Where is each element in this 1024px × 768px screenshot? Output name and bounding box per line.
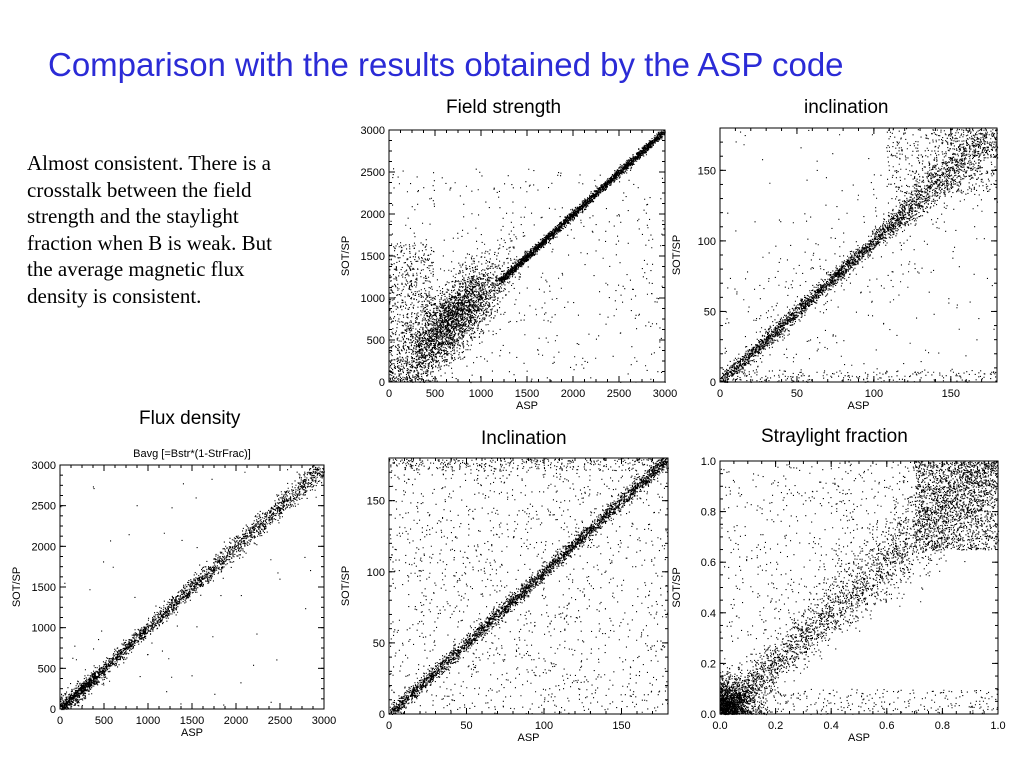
x-tick-label: 50 — [460, 720, 472, 732]
x-tick-label: 0 — [386, 720, 392, 732]
y-tick-label: 0.4 — [701, 608, 716, 620]
y-tick-label: 1000 — [361, 293, 385, 305]
x-tick-label: 50 — [791, 388, 803, 400]
y-axis-label: SOT/SP — [671, 235, 683, 275]
scatter-points — [720, 461, 1000, 716]
x-tick-label: 2000 — [224, 715, 248, 727]
x-tick-label: 1000 — [136, 715, 160, 727]
y-tick-label: 1.0 — [701, 456, 716, 468]
y-tick-label: 2500 — [32, 501, 56, 513]
y-axis-label: SOT/SP — [11, 567, 23, 607]
x-tick-label: 100 — [865, 388, 883, 400]
y-tick-label: 0.2 — [701, 658, 716, 670]
x-tick-label: 1500 — [180, 715, 204, 727]
y-tick-label: 0.0 — [701, 709, 716, 721]
x-tick-label: 0.8 — [935, 720, 950, 732]
y-tick-label: 500 — [367, 335, 385, 347]
y-tick-label: 100 — [367, 567, 385, 579]
scatter-points — [389, 458, 669, 715]
x-tick-label: 0.6 — [879, 720, 894, 732]
y-tick-label: 1500 — [361, 251, 385, 263]
y-tick-label: 500 — [38, 663, 56, 675]
plot-caption-inclination-bottom: Inclination — [481, 428, 567, 449]
body-text-line: the average magnetic flux — [27, 257, 245, 281]
x-tick-label: 0 — [57, 715, 63, 727]
y-axis-label: SOT/SP — [671, 567, 683, 607]
x-tick-label: 3000 — [653, 388, 677, 400]
plot-frame — [719, 127, 998, 383]
slide-title: Comparison with the results obtained by … — [48, 46, 844, 83]
body-text-line: Almost consistent. There is a — [27, 151, 271, 175]
x-axis-label: ASP — [516, 400, 538, 412]
x-tick-label: 2500 — [268, 715, 292, 727]
x-tick-label: 2500 — [607, 388, 631, 400]
slide-body-text: Almost consistent. There is a crosstalk … — [27, 150, 332, 309]
y-tick-label: 0.6 — [701, 557, 716, 569]
body-text-line: fraction when B is weak. But — [27, 230, 272, 255]
x-tick-label: 0.2 — [768, 720, 783, 732]
x-tick-label: 1000 — [469, 388, 493, 400]
x-tick-label: 0.0 — [712, 720, 727, 732]
scatter-plot-inclination-top: 0 50 100 150 0 50 100 150 ASP SOT/SP — [671, 127, 999, 412]
x-tick-label: 3000 — [312, 715, 336, 727]
body-text-line: strength and the staylight — [27, 204, 239, 228]
plot-caption-inclination-top: inclination — [804, 97, 889, 118]
x-tick-label: 150 — [942, 388, 960, 400]
y-tick-label: 150 — [367, 496, 385, 508]
x-tick-label: 2000 — [561, 388, 585, 400]
x-tick-label: 1500 — [515, 388, 539, 400]
y-tick-label: 2000 — [32, 541, 56, 553]
y-tick-label: 100 — [698, 236, 716, 248]
y-tick-label: 0 — [379, 377, 385, 389]
y-tick-label: 0 — [710, 377, 716, 389]
y-tick-label: 0.8 — [701, 507, 716, 519]
body-text-line: crosstalk between the field — [27, 177, 252, 202]
y-axis-label: SOT/SP — [340, 566, 352, 606]
plot-caption-flux-density: Flux density — [139, 408, 241, 429]
plot-caption-straylight-fraction: Straylight fraction — [761, 426, 908, 447]
scatter-plot-inclination-bottom: 0 50 100 150 0 50 100 150 ASP SOT/SP — [340, 457, 669, 744]
plot-title: Bavg [=Bstr*(1-StrFrac)] — [133, 448, 251, 460]
y-tick-label: 1000 — [32, 623, 56, 635]
y-tick-label: 2500 — [361, 167, 385, 179]
x-tick-label: 0.4 — [824, 720, 839, 732]
x-tick-label: 100 — [535, 720, 553, 732]
scatter-plot-field-strength: 0 500 1000 1500 2000 2500 3000 0 500 1000 1500 2000… — [340, 125, 677, 412]
x-tick-label: 1.0 — [990, 720, 1005, 732]
x-tick-label: 0 — [717, 388, 723, 400]
plot-caption-field-strength: Field strength — [446, 97, 562, 118]
y-tick-label: 0 — [379, 709, 385, 721]
y-axis-label: SOT/SP — [340, 236, 352, 276]
x-axis-label: ASP — [181, 727, 203, 739]
scatter-points — [720, 128, 999, 383]
y-tick-label: 1500 — [32, 582, 56, 594]
scatter-points — [389, 130, 666, 384]
scatter-plot-straylight-fraction: 0.0 0.2 0.4 0.6 0.8 1.0 0.0 0.2 0.4 0.6 0.8 1.0 ASP S… — [671, 456, 1006, 744]
y-tick-label: 2000 — [361, 209, 385, 221]
x-tick-label: 150 — [612, 720, 630, 732]
scatter-plot-flux-density: 0 500 1000 1500 2000 2500 3000 0 500 1000 1500 2000… — [11, 448, 336, 739]
x-tick-label: 500 — [426, 388, 444, 400]
y-tick-label: 3000 — [32, 460, 56, 472]
scatter-points — [60, 465, 325, 711]
y-tick-label: 50 — [704, 306, 716, 318]
y-tick-label: 0 — [50, 704, 56, 716]
x-axis-label: ASP — [517, 732, 539, 744]
y-tick-label: 50 — [373, 638, 385, 650]
y-tick-label: 3000 — [361, 125, 385, 137]
body-text-line: density is consistent. — [27, 283, 202, 308]
x-tick-label: 0 — [386, 388, 392, 400]
x-axis-label: ASP — [848, 732, 870, 744]
x-tick-label: 500 — [95, 715, 113, 727]
x-axis-label: ASP — [847, 400, 869, 412]
y-tick-label: 150 — [698, 165, 716, 177]
